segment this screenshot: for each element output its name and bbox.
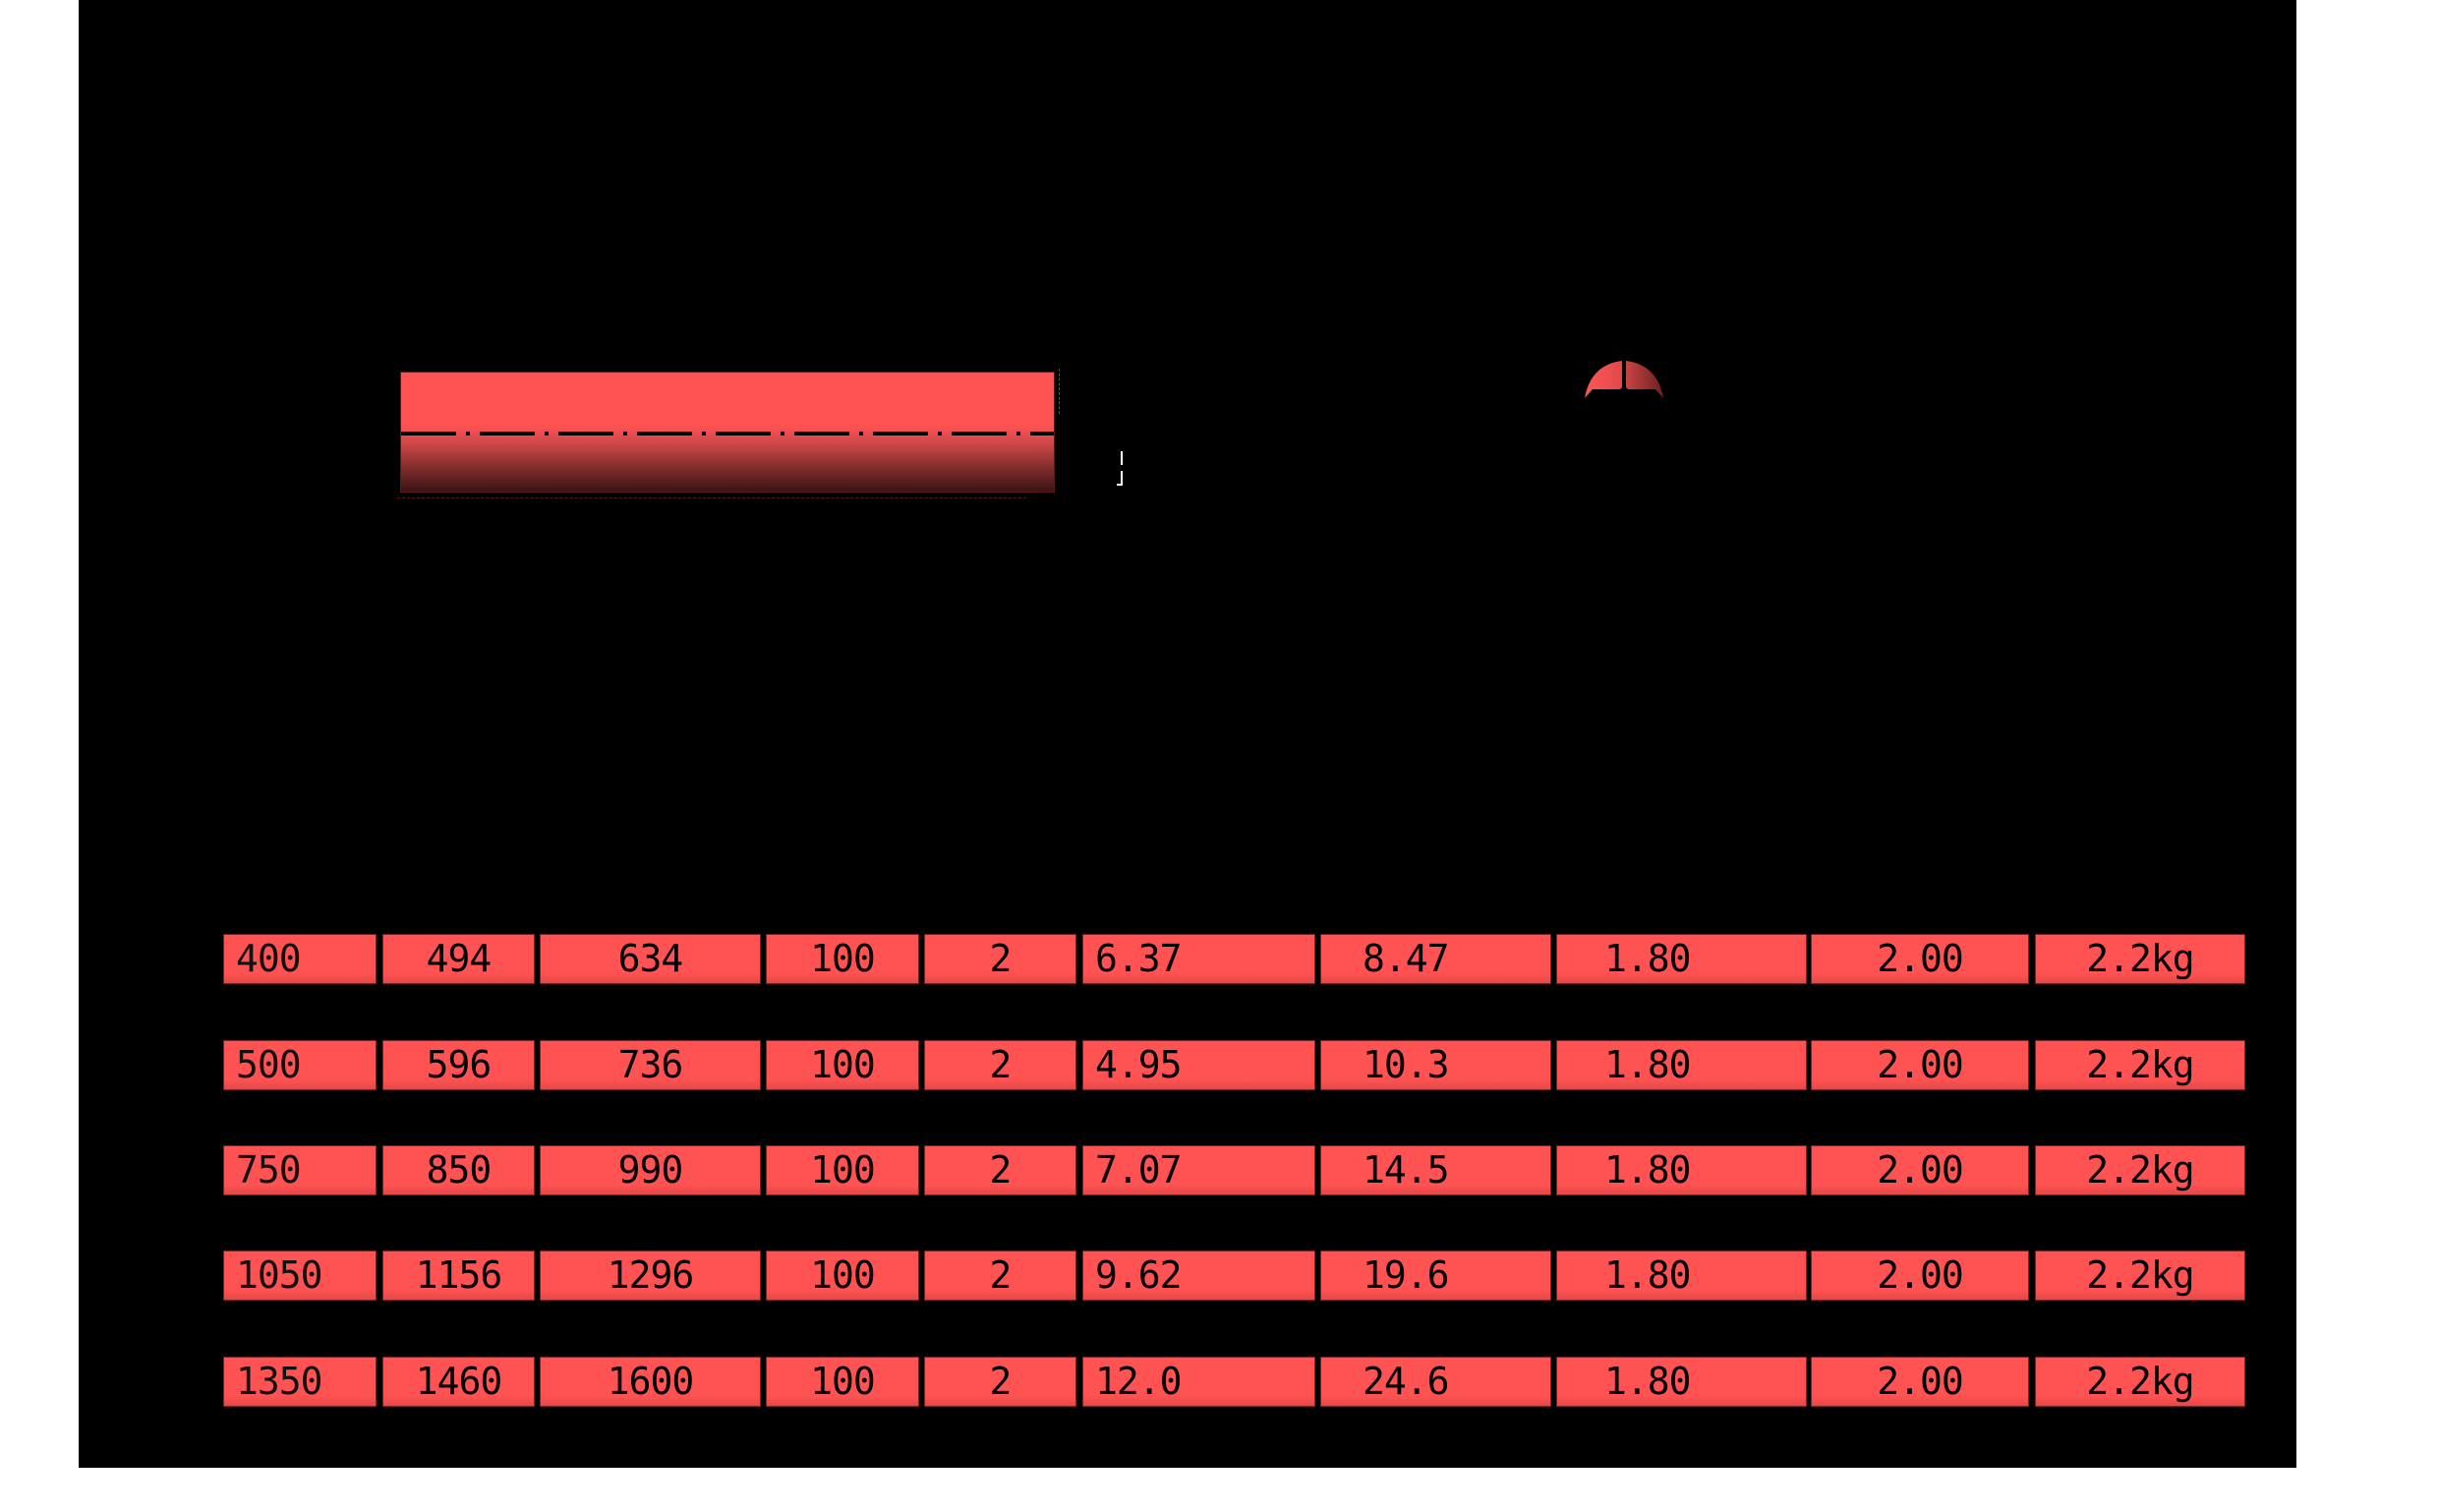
dome-cap-diagram	[1581, 359, 1667, 400]
table-cell: 9.62	[1082, 1250, 1315, 1301]
table-cell: 2.2kg	[2035, 934, 2245, 984]
table-cell: 1350	[223, 1357, 377, 1407]
table-cell: 8.47	[1320, 934, 1551, 984]
rod-end-marker	[1056, 369, 1060, 414]
table-cell: 14.5	[1320, 1145, 1551, 1195]
table-cell: 500	[223, 1040, 377, 1090]
table-cell: 2.2kg	[2035, 1040, 2245, 1090]
table-cell: 2.00	[1811, 934, 2029, 984]
spec-sheet-panel	[79, 0, 2296, 1468]
rod-shadow-line	[397, 497, 1026, 498]
table-cell: 1.80	[1556, 1040, 1807, 1090]
text-cursor-icon	[1117, 451, 1123, 487]
table-cell: 596	[382, 1040, 535, 1090]
table-cell: 1296	[540, 1250, 761, 1301]
centerline-dash-dot	[401, 432, 1054, 436]
table-cell: 1460	[382, 1357, 535, 1407]
table-cell: 1050	[223, 1250, 377, 1301]
table-cell: 850	[382, 1145, 535, 1195]
table-cell: 100	[766, 934, 919, 984]
rod-diagram	[400, 369, 1060, 493]
table-cell: 2	[924, 1250, 1076, 1301]
table-row: 750 850 990 100 2 7.07 14.5 1.80 2.00 2.…	[223, 1145, 2248, 1195]
table-cell: 2	[924, 934, 1076, 984]
table-cell: 2	[924, 1357, 1076, 1407]
table-cell: 400	[223, 934, 377, 984]
table-cell: 2.2kg	[2035, 1145, 2245, 1195]
table-cell: 2.00	[1811, 1145, 2029, 1195]
table-cell: 1600	[540, 1357, 761, 1407]
table-cell: 1156	[382, 1250, 535, 1301]
table-cell: 1.80	[1556, 1145, 1807, 1195]
table-cell: 1.80	[1556, 934, 1807, 984]
table-row: 1050 1156 1296 100 2 9.62 19.6 1.80 2.00…	[223, 1250, 2248, 1301]
table-cell: 1.80	[1556, 1250, 1807, 1301]
table-cell: 12.0	[1082, 1357, 1315, 1407]
table-cell: 24.6	[1320, 1357, 1551, 1407]
table-cell: 494	[382, 934, 535, 984]
table-cell: 100	[766, 1250, 919, 1301]
table-cell: 2.00	[1811, 1040, 2029, 1090]
table-cell: 2.2kg	[2035, 1357, 2245, 1407]
table-cell: 750	[223, 1145, 377, 1195]
table-cell: 2	[924, 1145, 1076, 1195]
table-cell: 100	[766, 1040, 919, 1090]
table-cell: 736	[540, 1040, 761, 1090]
table-cell: 19.6	[1320, 1250, 1551, 1301]
table-cell: 2.00	[1811, 1357, 2029, 1407]
table-cell: 2	[924, 1040, 1076, 1090]
table-row: 1350 1460 1600 100 2 12.0 24.6 1.80 2.00…	[223, 1357, 2248, 1407]
table-cell: 7.07	[1082, 1145, 1315, 1195]
table-cell: 100	[766, 1357, 919, 1407]
table-cell: 2.00	[1811, 1250, 2029, 1301]
table-row: 400 494 634 100 2 6.37 8.47 1.80 2.00 2.…	[223, 934, 2248, 984]
table-cell: 634	[540, 934, 761, 984]
table-cell: 10.3	[1320, 1040, 1551, 1090]
table-cell: 4.95	[1082, 1040, 1315, 1090]
table-cell: 100	[766, 1145, 919, 1195]
table-cell: 990	[540, 1145, 761, 1195]
table-row: 500 596 736 100 2 4.95 10.3 1.80 2.00 2.…	[223, 1040, 2248, 1090]
table-cell: 6.37	[1082, 934, 1315, 984]
table-cell: 1.80	[1556, 1357, 1807, 1407]
table-cell: 2.2kg	[2035, 1250, 2245, 1301]
